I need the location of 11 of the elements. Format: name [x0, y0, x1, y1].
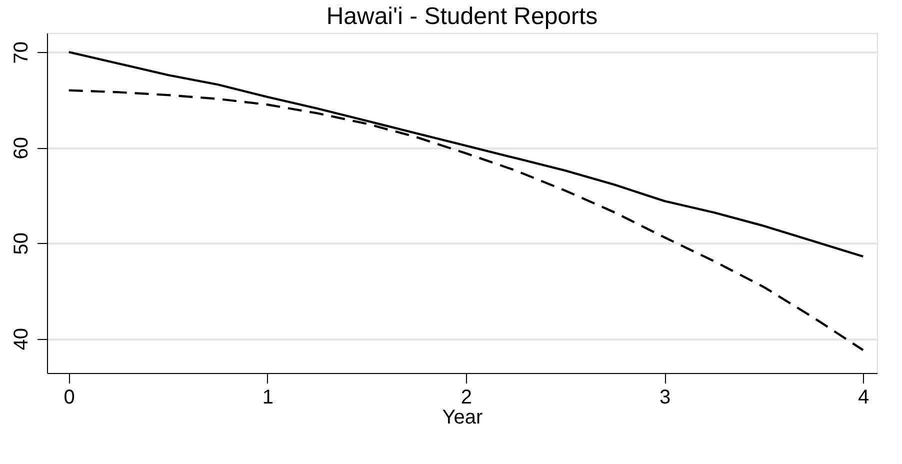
x-tick-label: 1	[262, 386, 274, 408]
chart-title: Hawai'i - Student Reports	[326, 3, 598, 30]
y-tick-label: 70	[10, 41, 32, 64]
y-tick-label: 50	[10, 232, 32, 255]
x-axis-title: Year	[442, 406, 484, 428]
x-tick-label: 4	[858, 386, 870, 408]
x-tick-label: 0	[64, 386, 75, 408]
y-tick-label: 60	[10, 136, 32, 160]
x-tick-label: 2	[460, 386, 472, 408]
y-tick-label: 40	[10, 328, 32, 350]
x-tick-label: 3	[659, 386, 671, 408]
